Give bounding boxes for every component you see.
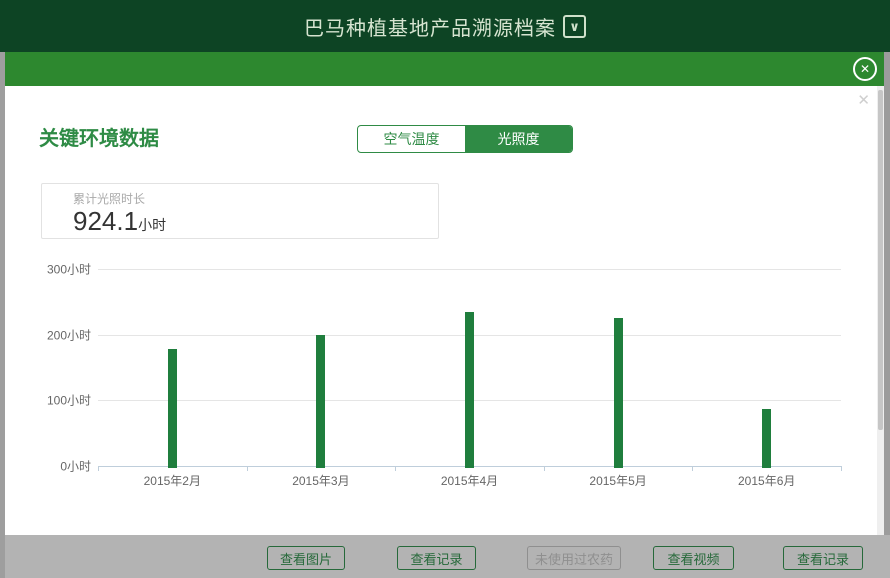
bar (762, 409, 772, 468)
scrollbar-thumb[interactable] (878, 90, 883, 430)
axis-tick (246, 466, 248, 471)
y-axis-label: 300小时 (46, 262, 91, 277)
axis-tick (841, 466, 842, 471)
modal-header-bar: ✕ (5, 52, 884, 86)
x-axis-label: 2015年2月 (143, 474, 201, 488)
inner-close-icon[interactable]: ✕ (857, 92, 870, 109)
page-right-edge (884, 52, 890, 535)
x-axis-label: 2015年5月 (589, 474, 647, 488)
close-icon[interactable]: ✕ (853, 57, 877, 81)
tab-illuminance[interactable]: 光照度 (465, 126, 572, 152)
gridline (98, 269, 841, 270)
bar (167, 349, 177, 468)
stat-label: 累计光照时长 (73, 192, 146, 206)
axis-tick (692, 466, 694, 471)
view-records-button-2[interactable]: 查看记录 (783, 546, 863, 570)
x-axis-label: 2015年3月 (292, 474, 350, 488)
x-axis-label: 2015年6月 (738, 474, 796, 488)
y-axis-label: 100小时 (46, 393, 91, 408)
x-axis-label: 2015年4月 (440, 474, 499, 488)
axis-tick (395, 466, 397, 471)
stat-value: 924.1小时 (73, 206, 167, 236)
environment-data-panel: ✕ 关键环境数据 空气温度 光照度 累计光照时长 924.1小时 0小时 100小时… (5, 86, 877, 535)
stat-unit: 小时 (138, 217, 167, 233)
page-title: 巴马种植基地产品溯源档案 (304, 17, 556, 40)
bar (613, 318, 623, 468)
bar (316, 334, 326, 468)
app-header: 巴马种植基地产品溯源档案 ∨ (0, 0, 890, 52)
page-left-edge (0, 52, 5, 578)
tab-air-temperature[interactable]: 空气温度 (383, 131, 440, 147)
footer-toolbar: 查看图片 查看记录 未使用过农药 查看视频 查看记录 (0, 535, 890, 578)
no-pesticide-badge: 未使用过农药 (527, 546, 621, 570)
view-images-button[interactable]: 查看图片 (267, 546, 345, 570)
axis-tick (543, 466, 545, 471)
view-video-button[interactable]: 查看视频 (653, 546, 734, 570)
vertical-scrollbar[interactable] (877, 52, 884, 535)
view-records-button[interactable]: 查看记录 (397, 546, 476, 570)
metric-tab-group: 空气温度 光照度 (357, 125, 573, 153)
light-duration-chart: 0小时 100小时 200小时 300小时 2015年2月 2015年3月 2015年4月 2… (47, 263, 842, 488)
bar (465, 311, 474, 468)
chevron-down-box-icon[interactable]: ∨ (563, 14, 586, 38)
section-heading: 关键环境数据 (39, 128, 159, 150)
stat-card: 累计光照时长 924.1小时 (41, 183, 439, 239)
y-axis-label: 0小时 (60, 459, 91, 474)
y-axis-label: 200小时 (46, 328, 91, 343)
axis-tick (98, 466, 99, 471)
